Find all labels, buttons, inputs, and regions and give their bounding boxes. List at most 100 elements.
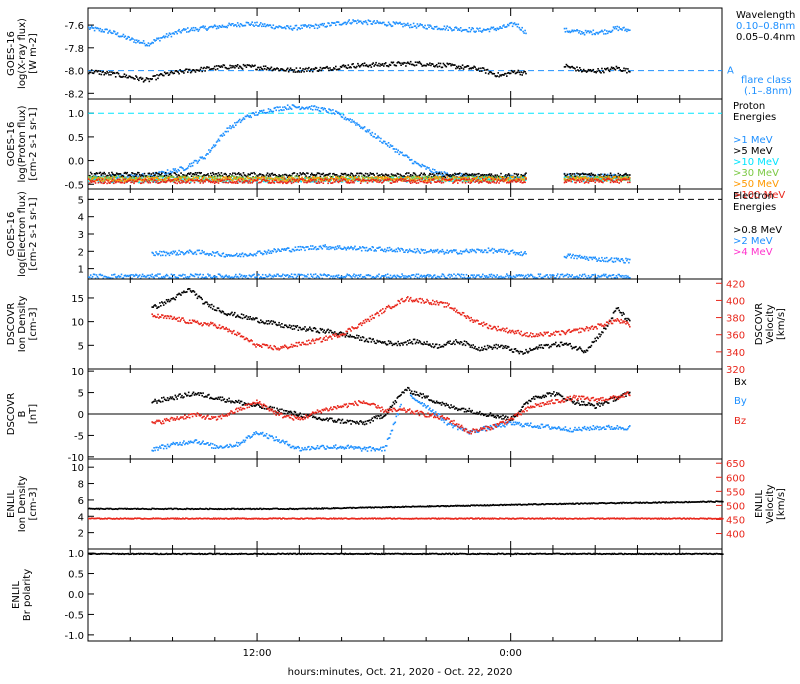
data-point bbox=[150, 182, 152, 184]
data-point bbox=[187, 251, 189, 253]
data-point bbox=[311, 248, 313, 250]
data-point bbox=[217, 251, 219, 253]
data-point bbox=[232, 23, 234, 25]
data-point bbox=[112, 32, 114, 34]
data-point bbox=[408, 157, 410, 159]
data-point bbox=[293, 71, 295, 73]
data-point bbox=[308, 67, 310, 69]
data-point bbox=[169, 74, 171, 76]
data-point bbox=[621, 258, 623, 260]
data-point bbox=[193, 176, 195, 178]
data-point bbox=[98, 28, 100, 30]
data-point bbox=[477, 179, 479, 181]
legend-entry: flare class bbox=[741, 75, 791, 86]
data-point bbox=[514, 179, 516, 181]
data-point bbox=[372, 23, 374, 25]
data-point bbox=[501, 180, 503, 182]
data-point bbox=[373, 136, 375, 138]
data-point bbox=[583, 181, 585, 183]
data-point bbox=[524, 251, 526, 253]
data-point bbox=[330, 110, 332, 112]
data-point bbox=[332, 109, 334, 111]
data-point bbox=[323, 23, 325, 25]
data-point bbox=[604, 258, 606, 260]
data-point bbox=[430, 178, 432, 180]
data-point bbox=[169, 255, 171, 257]
data-point bbox=[98, 70, 100, 72]
data-point bbox=[287, 179, 289, 181]
data-point bbox=[520, 74, 522, 76]
data-point bbox=[614, 258, 616, 260]
data-point bbox=[149, 180, 151, 182]
data-point bbox=[440, 177, 442, 179]
data-point bbox=[351, 119, 353, 121]
data-point bbox=[620, 176, 622, 178]
data-point bbox=[215, 25, 217, 27]
data-point bbox=[412, 26, 414, 28]
data-point bbox=[516, 173, 518, 175]
data-point bbox=[415, 181, 417, 183]
data-point bbox=[380, 138, 382, 140]
data-point bbox=[132, 173, 134, 175]
data-point bbox=[493, 252, 495, 254]
data-point bbox=[289, 69, 291, 71]
data-point bbox=[405, 65, 407, 67]
panel-frame bbox=[88, 189, 722, 279]
data-point bbox=[228, 68, 230, 70]
data-point bbox=[175, 254, 177, 256]
data-point bbox=[297, 29, 299, 31]
data-point bbox=[199, 29, 201, 31]
data-point bbox=[298, 176, 300, 178]
data-point bbox=[160, 174, 162, 176]
data-point bbox=[215, 69, 217, 71]
data-point bbox=[148, 182, 150, 184]
data-point bbox=[520, 180, 522, 182]
data-point bbox=[568, 176, 570, 178]
data-point bbox=[243, 172, 245, 174]
data-point bbox=[336, 111, 338, 113]
data-point bbox=[392, 145, 394, 147]
data-point bbox=[416, 27, 418, 29]
data-point bbox=[329, 67, 331, 69]
data-point bbox=[191, 71, 193, 73]
data-point bbox=[488, 73, 490, 75]
data-point bbox=[243, 178, 245, 180]
data-point bbox=[152, 172, 154, 174]
data-point bbox=[292, 179, 294, 181]
data-point bbox=[585, 30, 587, 32]
data-point bbox=[170, 171, 172, 173]
data-point bbox=[353, 182, 355, 184]
data-point bbox=[196, 254, 198, 256]
data-point bbox=[234, 122, 236, 124]
data-point bbox=[238, 179, 240, 181]
data-point bbox=[134, 39, 136, 41]
data-point bbox=[326, 248, 328, 250]
data-point bbox=[423, 177, 425, 179]
data-point bbox=[569, 178, 571, 180]
data-point bbox=[591, 31, 593, 33]
data-point bbox=[167, 275, 169, 277]
data-point bbox=[317, 28, 319, 30]
data-point bbox=[629, 71, 631, 73]
data-point bbox=[212, 277, 214, 279]
data-point bbox=[263, 66, 265, 68]
data-point bbox=[179, 182, 181, 184]
data-point bbox=[400, 180, 402, 182]
data-point bbox=[388, 250, 390, 252]
data-point bbox=[244, 182, 246, 184]
data-point bbox=[222, 135, 224, 137]
data-point bbox=[602, 182, 604, 184]
data-point bbox=[158, 253, 160, 255]
data-point bbox=[434, 169, 436, 171]
data-point bbox=[91, 69, 93, 71]
data-point bbox=[228, 275, 230, 277]
data-point bbox=[151, 173, 153, 175]
data-point bbox=[490, 182, 492, 184]
data-point bbox=[219, 140, 221, 142]
data-point bbox=[389, 247, 391, 249]
data-point bbox=[229, 173, 231, 175]
data-point bbox=[250, 117, 252, 119]
data-point bbox=[429, 250, 431, 252]
data-point bbox=[622, 260, 624, 262]
data-point bbox=[297, 178, 299, 180]
